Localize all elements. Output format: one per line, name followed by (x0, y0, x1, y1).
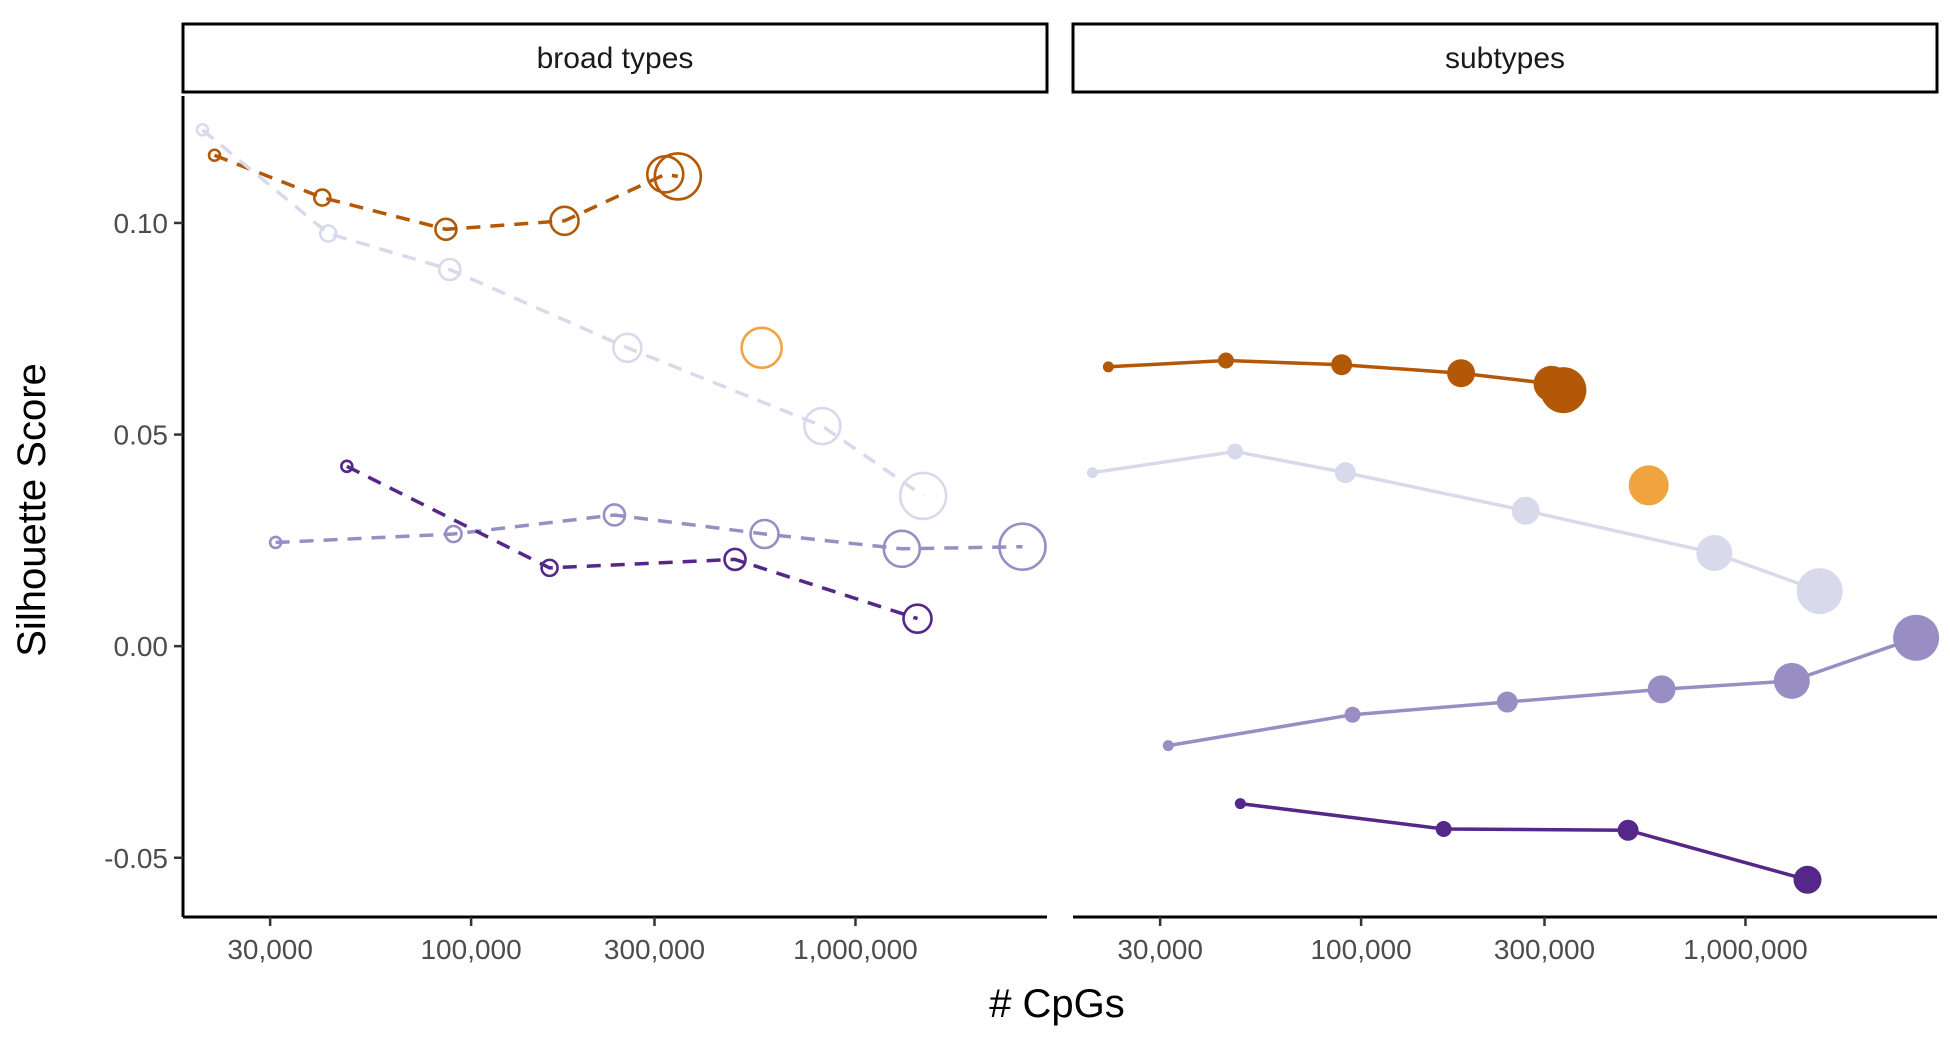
data-point (318, 224, 338, 243)
series-0 (207, 148, 703, 242)
data-point (1793, 865, 1822, 894)
y-tick-label: 0.10 (114, 208, 169, 239)
data-point (1893, 614, 1940, 661)
data-point (612, 332, 643, 364)
panel-title: subtypes (1445, 42, 1565, 75)
x-tick-label: 300,000 (604, 934, 705, 965)
x-tick-label: 1,000,000 (793, 934, 918, 965)
series-line (275, 513, 1023, 551)
data-point (1344, 706, 1361, 723)
data-point (653, 152, 703, 201)
y-axis-title: Silhouette Score (10, 363, 54, 657)
data-point (882, 529, 922, 569)
data-point (1617, 819, 1639, 841)
series-line (1240, 801, 1808, 882)
series-3 (268, 503, 1047, 572)
series-2 (740, 326, 783, 370)
series-1 (195, 123, 948, 521)
data-point (803, 406, 842, 446)
panel-strip (1071, 22, 1939, 94)
y-tick-label: 0.00 (114, 631, 169, 662)
data-point (740, 326, 783, 370)
series-1 (1086, 443, 1843, 615)
data-point (1447, 359, 1476, 388)
series-line (1092, 449, 1821, 593)
data-point (1796, 568, 1843, 615)
data-point (898, 471, 948, 521)
series-2 (1628, 465, 1669, 506)
data-point (1086, 467, 1098, 479)
data-point (1227, 443, 1244, 460)
data-point (998, 522, 1047, 572)
data-point (1511, 496, 1540, 525)
x-tick-label: 30,000 (1117, 934, 1203, 965)
data-point (1234, 798, 1246, 810)
x-tick-label: 100,000 (1310, 934, 1411, 965)
data-point (1496, 691, 1518, 713)
data-point (1540, 367, 1587, 414)
series-4 (340, 459, 933, 634)
x-axis-title: # CpGs (989, 982, 1125, 1026)
data-point (1773, 662, 1810, 699)
data-point (1217, 352, 1234, 369)
y-tick-label: -0.05 (104, 843, 168, 874)
data-point (1696, 535, 1733, 572)
series-3 (1162, 614, 1940, 752)
panel-title: broad types (537, 42, 694, 75)
data-point (1647, 675, 1676, 704)
y-tick-label: 0.05 (114, 420, 169, 451)
data-point (549, 205, 580, 237)
panel-strip (181, 22, 1049, 94)
data-point (207, 148, 222, 163)
series-0 (1102, 352, 1587, 414)
series-line (201, 128, 925, 498)
data-point (312, 188, 332, 207)
x-tick-label: 30,000 (227, 934, 313, 965)
x-tick-label: 1,000,000 (1683, 934, 1808, 965)
data-point (645, 154, 685, 194)
data-point (1162, 740, 1174, 752)
data-point (434, 217, 458, 242)
data-point (444, 524, 463, 544)
series-line (213, 153, 679, 232)
panel-1: subtypes 30,000 100,000 300,000 1,000,000 (1071, 22, 1940, 965)
data-point (1331, 354, 1353, 376)
data-point (195, 123, 210, 137)
data-point (1435, 820, 1452, 837)
data-point (540, 558, 559, 578)
data-point (902, 603, 933, 634)
panels: broad types -0.05 0.00 0.05 0.10 30,000 100,00… (104, 22, 1940, 965)
data-point (723, 547, 747, 572)
data-point (437, 257, 462, 282)
series-line (1168, 636, 1917, 748)
series-4 (1234, 798, 1822, 894)
data-point (340, 459, 354, 474)
data-point (602, 503, 627, 527)
panel-0: broad types -0.05 0.00 0.05 0.10 30,000 100,00… (104, 22, 1049, 965)
data-point (1102, 361, 1114, 373)
data-point (749, 518, 780, 550)
data-point (268, 535, 283, 550)
data-point (1334, 462, 1356, 484)
data-point (1628, 465, 1669, 506)
x-tick-label: 100,000 (420, 934, 521, 965)
series-line (346, 464, 919, 621)
x-tick-label: 300,000 (1494, 934, 1595, 965)
